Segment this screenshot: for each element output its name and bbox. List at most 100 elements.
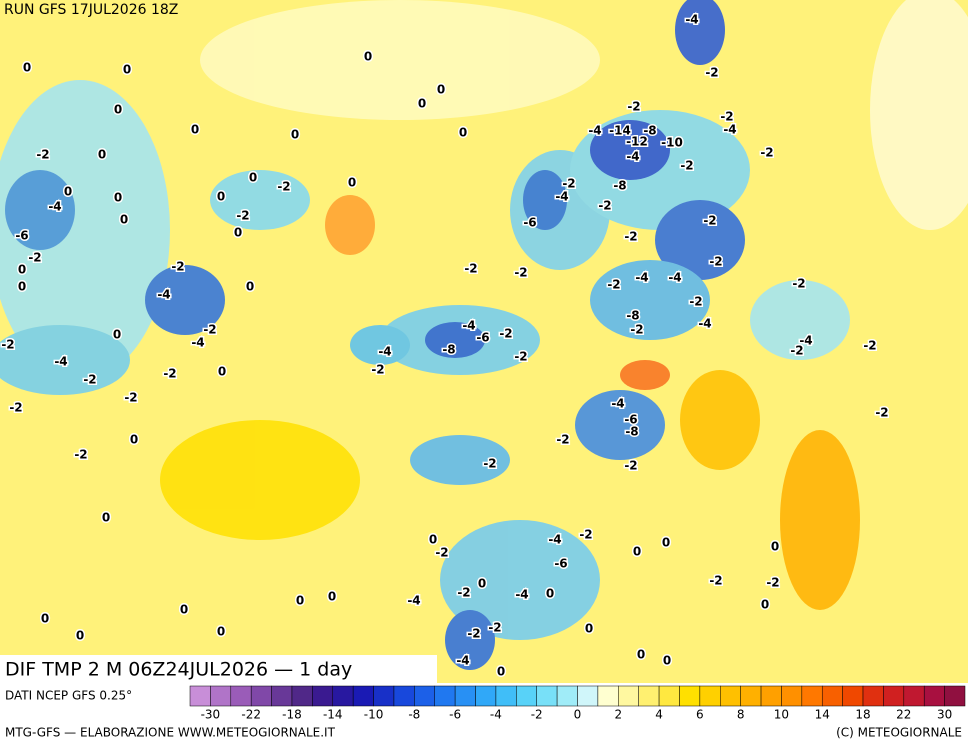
contour-label: 0	[497, 665, 505, 679]
contour-label: -2	[579, 528, 592, 542]
contour-label: 0	[102, 511, 110, 525]
contour-label: -2	[562, 177, 575, 191]
map-title-box	[0, 655, 437, 683]
colorbar-swatch	[373, 685, 395, 707]
contour-label: -2	[483, 457, 496, 471]
contour-label: -6	[554, 557, 567, 571]
contour-label: -6	[523, 216, 536, 230]
colorbar-swatch	[597, 685, 619, 707]
colorbar-swatch	[210, 685, 232, 707]
contour-label: 0	[637, 648, 645, 662]
contour-label: -2	[74, 448, 87, 462]
contour-label: -4	[378, 345, 391, 359]
colorbar-swatch	[801, 685, 823, 707]
contour-label: -8	[442, 343, 455, 357]
colorbar-swatch	[393, 685, 415, 707]
colorbar-swatch	[903, 685, 925, 707]
colorbar-swatch	[760, 685, 782, 707]
contour-label: -4	[407, 594, 420, 608]
colorbar-swatch	[271, 685, 293, 707]
colorbar-swatch	[495, 685, 517, 707]
contour-label: -8	[613, 179, 626, 193]
contour-label: -2	[36, 148, 49, 162]
contour-label: -2	[766, 576, 779, 590]
contour-label: 0	[217, 625, 225, 639]
contour-label: 0	[585, 622, 593, 636]
colorbar-tick-label: -4	[490, 708, 502, 722]
contour-label: 0	[218, 365, 226, 379]
contour-label: -8	[626, 309, 639, 323]
colorbar-swatch	[352, 685, 374, 707]
contour-label: -2	[277, 180, 290, 194]
contour-label: -2	[236, 209, 249, 223]
colorbar-swatch	[250, 685, 272, 707]
contour-label: -2	[1, 338, 14, 352]
contour-label: -4	[799, 334, 812, 348]
colorbar-tick-label: -30	[201, 708, 221, 722]
contour-label: 0	[328, 590, 336, 604]
colorbar-tick-label: -6	[449, 708, 461, 722]
contour-label: -4	[456, 654, 469, 668]
contour-label: 0	[64, 185, 72, 199]
colorbar-tick-label: -10	[364, 708, 384, 722]
contour-label: -2	[514, 350, 527, 364]
colorbar-swatch	[699, 685, 721, 707]
credit: MTG-GFS — ELABORAZIONE WWW.METEOGIORNALE…	[5, 726, 336, 740]
contour-label: 0	[771, 540, 779, 554]
contour-label: -2	[705, 66, 718, 80]
contour-label: -4	[611, 397, 624, 411]
contour-label: -4	[588, 124, 601, 138]
colorbar-tick-label: 4	[655, 708, 663, 722]
colorbar-tick-label: -2	[531, 708, 543, 722]
colorbar-swatch	[516, 685, 537, 707]
contour-label: -2	[467, 627, 480, 641]
contour-label: 0	[291, 128, 299, 142]
colorbar-swatch	[332, 685, 354, 707]
contour-label: -4	[191, 336, 204, 350]
contour-label: 0	[120, 213, 128, 227]
contour-label: 0	[296, 594, 304, 608]
contour-label: 0	[113, 328, 121, 342]
colorbar-swatch	[923, 685, 945, 707]
colorbar-tick-label: 0	[574, 708, 582, 722]
data-source: DATI NCEP GFS 0.25°	[5, 689, 132, 703]
contour-label: -2	[488, 621, 501, 635]
copyright: (C) METEOGIORNALE	[836, 726, 962, 740]
contour-label: -2	[624, 230, 637, 244]
contour-label: -2	[680, 159, 693, 173]
colorbar-tick-label: 2	[614, 708, 622, 722]
colorbar-swatch	[577, 685, 599, 707]
colorbar-tick-label: -18	[282, 708, 302, 722]
contour-label: -2	[709, 255, 722, 269]
contour-label: -4	[635, 271, 648, 285]
contour-label: -2	[627, 100, 640, 114]
contour-label: -2	[464, 262, 477, 276]
contour-label: -2	[163, 367, 176, 381]
contour-label: 0	[249, 171, 257, 185]
colorbar-tick-label: 14	[815, 708, 830, 722]
colorbar-swatch	[781, 685, 803, 707]
contour-label: -2	[9, 401, 22, 415]
contour-label: -2	[720, 110, 733, 124]
contour-label: 0	[191, 123, 199, 137]
contour-label: -4	[157, 288, 170, 302]
colorbar-tick-label: 22	[896, 708, 911, 722]
contour-label: 0	[123, 63, 131, 77]
contour-label: -2	[709, 574, 722, 588]
contour-label: -2	[875, 406, 888, 420]
contour-label: -4	[54, 355, 67, 369]
contour-label: -2	[607, 278, 620, 292]
contour-label: 0	[41, 612, 49, 626]
colorbar-swatch	[454, 685, 476, 707]
contour-label: -2	[792, 277, 805, 291]
colorbar-tick-label: 6	[696, 708, 704, 722]
contour-label: 0	[364, 50, 372, 64]
colorbar-tick-label: 30	[937, 708, 952, 722]
contour-label: -14	[609, 124, 631, 138]
colorbar-swatch	[720, 685, 741, 707]
contour-label: -2	[863, 339, 876, 353]
colorbar-swatch	[189, 685, 211, 707]
contour-label: -2	[760, 146, 773, 160]
colorbar-tick-label: -22	[241, 708, 261, 722]
